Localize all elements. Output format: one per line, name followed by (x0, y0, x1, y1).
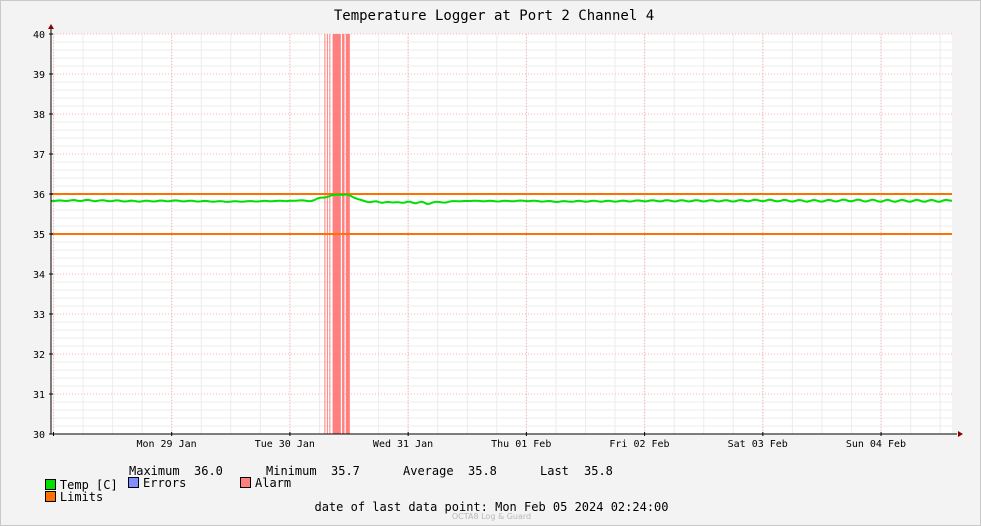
legend-last-value: 35.8 (584, 464, 613, 478)
last-data-point: date of last data point: Mon Feb 05 2024… (1, 500, 981, 514)
legend-alarm-label: Alarm (255, 476, 292, 490)
y-tick-labels: 30 31 32 33 34 35 36 37 38 39 40 (33, 30, 45, 441)
minor-grid (51, 34, 952, 434)
legend-last-label: Last (540, 464, 569, 478)
legend-minimum-value: 35.7 (331, 464, 360, 478)
legend-maximum-label: Maximum (129, 464, 180, 478)
y-tick-label: 35 (33, 230, 45, 241)
legend-maximum-value: 36.0 (194, 464, 223, 478)
legend-row-1: Temp [C] (16, 464, 118, 492)
temp-series-line (50, 193, 953, 206)
y-tick-label: 39 (33, 70, 45, 81)
last-data-point-label: date of last data point: (314, 500, 488, 514)
legend-limits-label: Limits (59, 490, 104, 504)
legend-row-2: Limits (16, 476, 103, 504)
temp-swatch (44, 479, 56, 490)
legend-average-value: 35.8 (468, 464, 497, 478)
x-tick-label: Sat 03 Feb (728, 439, 788, 450)
chart-title: Temperature Logger at Port 2 Channel 4 (334, 8, 654, 24)
legend-alarm-item: Alarm (240, 476, 291, 490)
legend-average-label: Average (403, 464, 454, 478)
alarm-swatch (240, 477, 251, 488)
y-tick-label: 31 (33, 390, 45, 401)
y-tick-label: 40 (33, 30, 45, 41)
y-tick-label: 30 (33, 430, 45, 441)
limits-swatch (44, 491, 56, 502)
legend-errors-item: Errors (128, 476, 186, 490)
x-tick-label: Wed 31 Jan (373, 439, 433, 450)
errors-swatch (128, 477, 139, 488)
x-tick-label: Fri 02 Feb (609, 439, 669, 450)
x-tick-label: Sun 04 Feb (846, 439, 906, 450)
legend-temp-label: Temp [C] (59, 478, 118, 492)
y-tick-label: 38 (33, 110, 45, 121)
legend-minimum-label: Minimum (266, 464, 317, 478)
x-axis-arrow (958, 431, 963, 437)
x-tick-label: Mon 29 Jan (136, 439, 196, 450)
x-tick-labels: Mon 29 Jan Tue 30 Jan Wed 31 Jan Thu 01 Feb… (136, 439, 906, 450)
y-tick-label: 34 (33, 270, 45, 281)
y-tick-label: 37 (33, 150, 45, 161)
watermark: OCTA8 Log & Guard (451, 512, 532, 521)
axes (48, 24, 963, 437)
y-tick-label: 32 (33, 350, 45, 361)
x-tick-label: Tue 30 Jan (255, 439, 315, 450)
series-lines (50, 193, 953, 206)
y-axis-arrow (48, 24, 54, 29)
legend-errors-label: Errors (143, 476, 187, 490)
y-tick-label: 36 (33, 190, 45, 201)
last-data-point-value: Mon Feb 05 2024 02:24:00 (495, 500, 669, 514)
x-tick-label: Thu 01 Feb (491, 439, 551, 450)
limit-lines (51, 193, 952, 235)
y-tick-label: 33 (33, 310, 45, 321)
